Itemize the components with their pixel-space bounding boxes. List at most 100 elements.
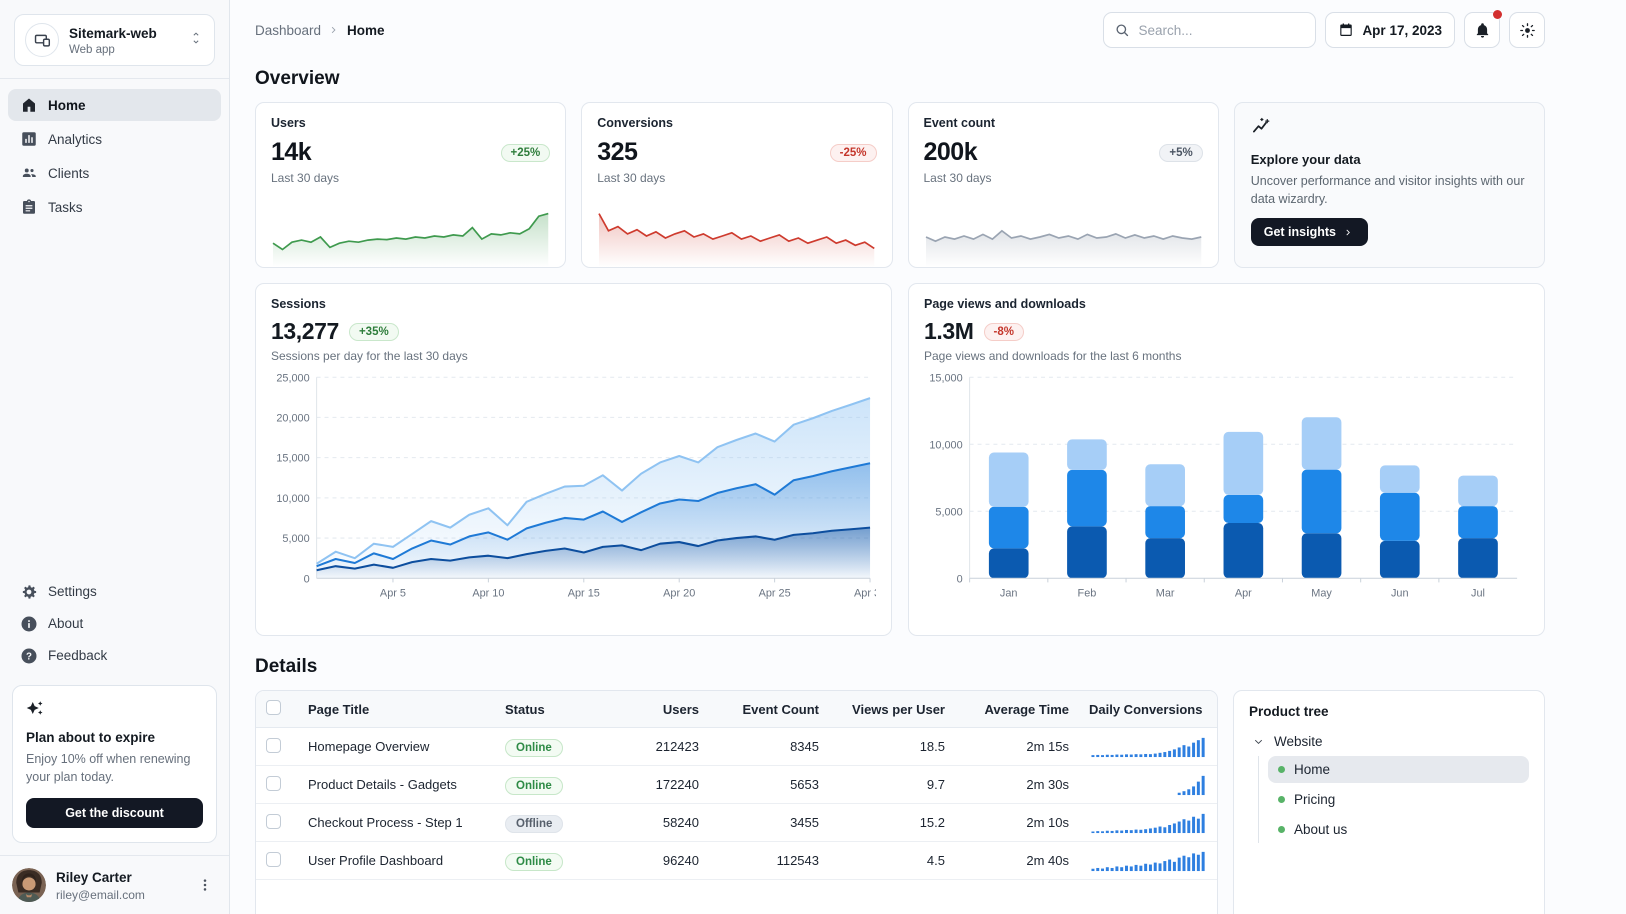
breadcrumb: Dashboard Home [255, 23, 385, 38]
row-checkbox[interactable] [266, 737, 281, 753]
column-header-users[interactable]: Users [591, 691, 709, 728]
daily-conversions-sparkbar [1091, 851, 1205, 872]
svg-text:Apr: Apr [1235, 588, 1252, 600]
notifications-button[interactable] [1464, 10, 1502, 48]
unfold-more-icon [188, 30, 204, 51]
svg-text:Feb: Feb [1078, 588, 1097, 600]
table-row[interactable]: User Profile Dashboard Online 96240 112543 4… [256, 841, 1217, 880]
status-badge: Online [505, 853, 563, 871]
cell-views-per-user: 15.2 [829, 803, 955, 842]
workspace-selector[interactable]: Sitemark-web Web app [14, 14, 215, 66]
search-input[interactable] [1138, 22, 1306, 38]
primary-nav: Home Analytics Clients Tasks [0, 79, 229, 227]
sessions-value: 13,277 [271, 318, 339, 344]
clients-icon [20, 164, 38, 182]
column-header-event-count[interactable]: Event Count [709, 691, 829, 728]
get-insights-button[interactable]: Get insights [1250, 218, 1368, 247]
user-options-button[interactable] [193, 873, 217, 897]
details-table: Page Title Status Users Event Count Views pe… [256, 691, 1217, 880]
get-discount-button[interactable]: Get the discount [26, 798, 203, 828]
explore-body: Uncover performance and visitor insights… [1250, 174, 1525, 207]
table-row[interactable]: Checkout Process - Step 1 Offline 58240 345… [256, 803, 1217, 842]
chevron-down-icon [1254, 739, 1263, 744]
tree-item-home[interactable]: Home [1268, 756, 1529, 783]
cell-event-count: 3455 [709, 803, 829, 842]
breadcrumb-home: Home [347, 22, 385, 38]
table-row[interactable]: Product Details - Gadgets Online 172240 565… [256, 765, 1217, 804]
tree-bullet-dot [1278, 766, 1285, 773]
overview-cards: Users 14k +25% Last 30 days Conversions 325 -2… [255, 102, 1545, 268]
stat-card-delta-chip: -25% [829, 143, 877, 162]
sidebar-item-settings[interactable]: Settings [8, 577, 221, 607]
cell-average-time: 2m 30s [955, 765, 1079, 804]
date-label: Apr 17, 2023 [1362, 22, 1442, 38]
svg-text:?: ? [26, 651, 32, 662]
search-box[interactable] [1103, 12, 1317, 48]
analytics-icon [20, 130, 38, 148]
secondary-nav: Settings About? Feedback [0, 577, 229, 675]
svg-text:Apr 30: Apr 30 [854, 588, 876, 600]
pageviews-caption: Page views and downloads for the last 6 … [924, 349, 1182, 363]
cell-users: 58240 [591, 803, 709, 842]
cell-views-per-user: 9.7 [829, 765, 955, 804]
product-tree-card: Product tree Website Home Pricing About us [1233, 690, 1545, 914]
sidebar-item-analytics[interactable]: Analytics [8, 123, 221, 155]
sessions-caption: Sessions per day for the last 30 days [271, 349, 468, 363]
stat-card-title: Event count [923, 116, 996, 130]
svg-text:5,000: 5,000 [935, 506, 962, 518]
svg-text:Jun: Jun [1391, 588, 1409, 600]
theme-toggle-button[interactable] [1509, 12, 1545, 48]
stat-card-title: Conversions [597, 116, 673, 130]
cell-event-count: 112543 [709, 841, 829, 880]
daily-conversions-sparkbar [1177, 775, 1205, 796]
cell-average-time: 2m 40s [955, 841, 1079, 880]
svg-text:15,000: 15,000 [276, 453, 309, 465]
svg-text:25,000: 25,000 [276, 372, 309, 384]
svg-text:10,000: 10,000 [276, 493, 309, 505]
cell-users: 96240 [591, 841, 709, 880]
pageviews-title: Page views and downloads [924, 297, 1086, 311]
sidebar-item-clients[interactable]: Clients [8, 157, 221, 189]
breadcrumb-dashboard[interactable]: Dashboard [255, 22, 322, 38]
select-all-checkbox[interactable] [266, 700, 281, 715]
svg-text:Jul: Jul [1471, 588, 1485, 600]
pageviews-card: Page views and downloads 1.3M -8% Page v… [908, 283, 1545, 636]
date-picker-button[interactable]: Apr 17, 2023 [1325, 12, 1455, 48]
tree-item-about-us[interactable]: About us [1268, 816, 1529, 843]
status-badge: Offline [505, 815, 564, 833]
column-header-average-time[interactable]: Average Time [955, 691, 1079, 728]
column-header-status[interactable]: Status [495, 691, 591, 728]
topbar: Dashboard Home Apr 17, 2023 [255, 10, 1545, 48]
column-header-page-title[interactable]: Page Title [298, 691, 495, 728]
svg-text:Apr 10: Apr 10 [472, 588, 504, 600]
stat-card-conversions: Conversions 325 -25% Last 30 days [581, 102, 893, 268]
sidebar-item-feedback[interactable]: ? Feedback [8, 641, 221, 671]
row-checkbox[interactable] [266, 813, 281, 829]
table-row[interactable]: Homepage Overview Online 212423 8345 18.5 2m … [256, 727, 1217, 766]
tree-item-website[interactable]: Website [1249, 729, 1529, 754]
details-title: Details [255, 656, 318, 677]
tree-bullet-dot [1278, 826, 1285, 833]
tree-item-pricing[interactable]: Pricing [1268, 786, 1529, 813]
column-header-views-per-user[interactable]: Views per User [829, 691, 955, 728]
column-header-daily-conversions[interactable]: Daily Conversions [1079, 691, 1217, 728]
explore-data-card: Explore your data Uncover performance an… [1233, 102, 1545, 268]
daily-conversions-sparkbar [1091, 813, 1205, 834]
stat-card-caption: Last 30 days [923, 171, 992, 185]
row-checkbox[interactable] [266, 851, 281, 867]
stat-card-value: 200k [923, 138, 978, 166]
svg-text:Mar: Mar [1156, 588, 1175, 600]
help-icon: ? [20, 647, 38, 665]
pageviews-bar-chart: 0 5,000 10,000 15,000 Jan Feb Mar Apr May Jun Jul [929, 372, 1518, 600]
row-checkbox[interactable] [266, 775, 281, 791]
stat-card-value: 325 [597, 138, 638, 166]
sidebar-item-home[interactable]: Home [8, 89, 221, 121]
daily-conversions-sparkbar [1091, 737, 1205, 758]
user-name: Riley Carter [56, 869, 132, 885]
sidebar-item-about[interactable]: About [8, 609, 221, 639]
svg-text:Apr 20: Apr 20 [663, 588, 695, 600]
more-vert-icon [203, 879, 207, 891]
explore-title: Explore your data [1250, 152, 1361, 167]
svg-text:0: 0 [304, 573, 310, 585]
sidebar-item-tasks[interactable]: Tasks [8, 191, 221, 223]
